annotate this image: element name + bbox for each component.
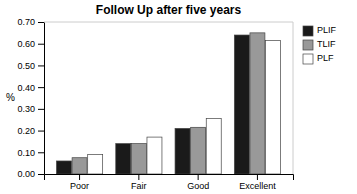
bar — [206, 119, 221, 174]
bar — [250, 33, 265, 174]
y-tick-label: 0.70 — [17, 17, 35, 27]
y-tick-label: 0.40 — [17, 83, 35, 93]
legend-item: PLIF — [303, 25, 337, 36]
bar — [266, 40, 281, 174]
bar-series — [72, 33, 265, 174]
bar — [131, 144, 146, 174]
bar — [56, 161, 71, 174]
frame-line — [293, 22, 294, 174]
y-tick: 0.20 — [17, 126, 44, 136]
legend-swatch — [303, 26, 313, 36]
bars — [56, 33, 280, 174]
y-tick: 0.10 — [17, 148, 44, 158]
legend-label: PLIF — [317, 25, 337, 35]
x-tick: Excellent — [239, 174, 276, 191]
y-tick-mark — [38, 22, 44, 23]
y-tick: 0.70 — [17, 17, 44, 27]
bar — [72, 158, 87, 174]
y-tick: 0.30 — [17, 104, 44, 114]
y-tick-label: 0.30 — [17, 104, 35, 114]
chart: 0.00 0.10 0.20 0.30 0.40 0.50 0.60 0.70 Poor Fair… — [0, 0, 357, 194]
frame-line — [44, 22, 293, 23]
y-tick: 0.40 — [17, 83, 44, 93]
x-tick-label: Excellent — [239, 181, 276, 191]
y-tick-label: 0.20 — [17, 126, 35, 136]
bar — [88, 154, 103, 174]
x-tick: Fair — [131, 174, 147, 191]
legend-item: TLIF — [303, 39, 336, 50]
y-tick: 0.60 — [17, 39, 44, 49]
bar — [234, 35, 249, 174]
y-tick-mark — [38, 87, 44, 88]
y-tick-label: 0.50 — [17, 61, 35, 71]
x-tick: Good — [187, 174, 209, 191]
y-axis-title: % — [6, 92, 15, 103]
plot: 0.00 0.10 0.20 0.30 0.40 0.50 0.60 0.70 Poor Fair… — [17, 17, 293, 191]
bar-series — [56, 35, 249, 174]
bar — [191, 127, 206, 174]
y-tick-mark — [38, 109, 44, 110]
x-axis-line — [45, 175, 294, 181]
y-tick: 0.00 — [17, 169, 44, 179]
legend-swatch — [303, 40, 313, 50]
y-axis: 0.00 0.10 0.20 0.30 0.40 0.50 0.60 0.70 — [17, 17, 44, 179]
x-axis: Poor Fair Good Excellent — [45, 174, 294, 191]
x-tick-mark — [79, 174, 80, 180]
legend-label: TLIF — [317, 39, 336, 49]
y-tick-mark — [38, 44, 44, 45]
y-axis-line — [38, 23, 45, 175]
x-tick-label: Poor — [70, 181, 89, 191]
y-tick-label: 0.10 — [17, 148, 35, 158]
legend: PLIF TLIF PLF — [303, 25, 337, 64]
x-tick-label: Fair — [131, 181, 147, 191]
y-tick-mark — [38, 131, 44, 132]
y-tick-mark — [38, 174, 44, 175]
legend-label: PLF — [317, 53, 334, 63]
x-tick: Poor — [70, 174, 89, 191]
bar — [147, 137, 162, 174]
x-tick-mark — [138, 174, 139, 180]
y-tick-mark — [38, 152, 44, 153]
bar — [116, 144, 131, 174]
x-tick-mark — [257, 174, 258, 180]
y-tick-label: 0.60 — [17, 39, 35, 49]
y-tick-label: 0.00 — [17, 169, 35, 179]
bar-series — [88, 40, 281, 174]
legend-swatch — [303, 54, 313, 64]
x-tick-mark — [198, 174, 199, 180]
legend-item: PLF — [303, 53, 334, 64]
x-tick-label: Good — [187, 181, 209, 191]
title: Follow Up after five years — [96, 3, 242, 17]
y-tick-mark — [38, 65, 44, 66]
y-tick: 0.50 — [17, 61, 44, 71]
bar — [175, 128, 190, 174]
